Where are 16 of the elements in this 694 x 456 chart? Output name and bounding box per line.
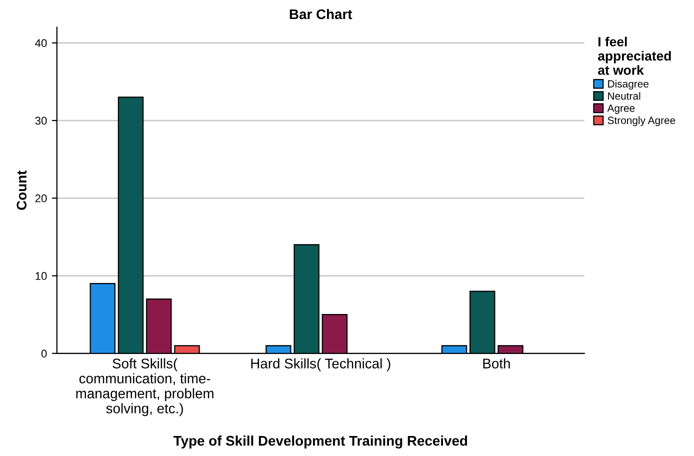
legend-label: Agree <box>607 104 635 114</box>
legend-title: I feel appreciated at work <box>598 36 671 75</box>
x-axis-title: Type of Skill Development Training Received <box>174 436 468 449</box>
x-tick-label: Both <box>483 358 510 368</box>
legend-label: Neutral <box>608 92 640 100</box>
y-tick-label: 20 <box>35 194 47 202</box>
y-tick-label: 0 <box>41 350 47 358</box>
x-tick-label: Soft Skills( communication, time- management, problem solving, etc.) <box>76 358 214 416</box>
y-tick-label: 40 <box>35 39 47 48</box>
y-tick-label: 30 <box>35 116 47 125</box>
legend-label: Strongly Agree <box>608 116 676 126</box>
chart-title: Bar Chart <box>290 8 352 20</box>
y-axis-title: Count <box>16 170 27 210</box>
y-tick-label: 10 <box>36 272 47 280</box>
x-tick-label: Hard Skills( Technical ) <box>251 358 390 372</box>
legend-label: Disagree <box>608 80 648 90</box>
